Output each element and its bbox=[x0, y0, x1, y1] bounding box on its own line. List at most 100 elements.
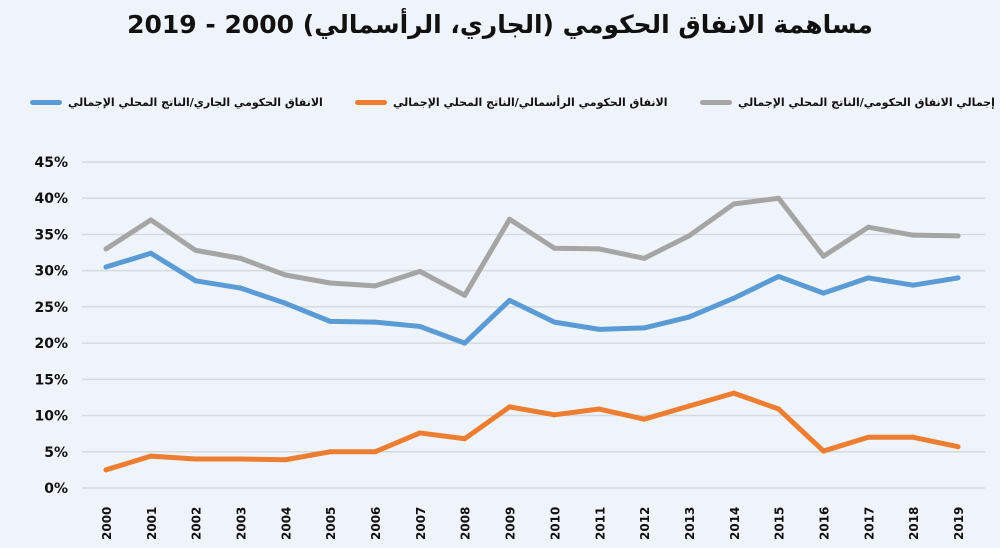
data-point bbox=[910, 434, 916, 440]
series-line-0 bbox=[103, 250, 961, 346]
x-tick-label: 2012 bbox=[638, 507, 652, 540]
y-tick-label: 45% bbox=[34, 155, 68, 171]
x-tick-label: 2010 bbox=[548, 507, 562, 540]
x-tick-label: 2005 bbox=[324, 507, 338, 540]
x-tick-label: 2013 bbox=[683, 507, 697, 540]
x-tick-label: 2019 bbox=[952, 507, 966, 540]
data-point bbox=[193, 278, 199, 284]
x-tick-label: 2000 bbox=[100, 507, 114, 540]
x-tick-label: 2011 bbox=[593, 507, 607, 540]
data-point bbox=[596, 246, 602, 252]
data-point bbox=[417, 268, 423, 274]
data-point bbox=[865, 275, 871, 281]
data-point bbox=[596, 326, 602, 332]
x-tick-label: 2018 bbox=[907, 507, 921, 540]
y-tick-label: 25% bbox=[34, 300, 68, 316]
data-point bbox=[148, 250, 154, 256]
legend-item-total: إجمالي الانفاق الحكومي/الناتج المحلي الإ… bbox=[700, 96, 995, 109]
data-point bbox=[820, 290, 826, 296]
x-tick-label: 2006 bbox=[369, 507, 383, 540]
data-point bbox=[327, 280, 333, 286]
data-point bbox=[372, 449, 378, 455]
legend-swatch bbox=[700, 100, 732, 105]
data-point bbox=[641, 416, 647, 422]
data-point bbox=[238, 285, 244, 291]
data-point bbox=[910, 282, 916, 288]
data-point bbox=[686, 314, 692, 320]
data-point bbox=[776, 273, 782, 279]
data-point bbox=[193, 456, 199, 462]
x-tick-label: 2016 bbox=[817, 507, 831, 540]
data-point bbox=[103, 246, 109, 252]
y-tick-label: 0% bbox=[44, 481, 68, 497]
data-point bbox=[820, 253, 826, 259]
data-point bbox=[282, 272, 288, 278]
data-point bbox=[820, 448, 826, 454]
data-point bbox=[327, 449, 333, 455]
legend-label: إجمالي الانفاق الحكومي/الناتج المحلي الإ… bbox=[738, 96, 995, 109]
legend-item-current: الانفاق الحكومي الجاري/الناتج المحلي الإ… bbox=[30, 96, 323, 109]
chart-title: مساهمة الانفاق الحكومي (الجاري، الرأسمال… bbox=[127, 10, 873, 39]
y-tick-label: 20% bbox=[34, 336, 68, 352]
data-point bbox=[731, 295, 737, 301]
data-point bbox=[551, 412, 557, 418]
y-tick-label: 35% bbox=[34, 227, 68, 243]
data-point bbox=[193, 247, 199, 253]
data-point bbox=[551, 319, 557, 325]
data-point bbox=[641, 325, 647, 331]
x-tick-label: 2004 bbox=[279, 507, 293, 540]
data-point bbox=[955, 275, 961, 281]
data-point bbox=[148, 217, 154, 223]
data-point bbox=[865, 434, 871, 440]
x-tick-label: 2014 bbox=[728, 507, 742, 540]
data-point bbox=[551, 245, 557, 251]
data-point bbox=[507, 404, 513, 410]
data-point bbox=[507, 297, 513, 303]
data-point bbox=[731, 390, 737, 396]
x-tick-label: 2001 bbox=[145, 507, 159, 540]
data-point bbox=[776, 195, 782, 201]
data-point bbox=[641, 255, 647, 261]
data-point bbox=[865, 224, 871, 230]
x-tick-label: 2015 bbox=[773, 507, 787, 540]
data-point bbox=[103, 467, 109, 473]
y-tick-label: 15% bbox=[34, 372, 68, 388]
data-point bbox=[462, 436, 468, 442]
data-point bbox=[327, 318, 333, 324]
data-point bbox=[103, 264, 109, 270]
x-tick-label: 2017 bbox=[862, 507, 876, 540]
series-line-2 bbox=[103, 195, 961, 298]
data-point bbox=[686, 403, 692, 409]
legend-swatch bbox=[355, 100, 387, 105]
legend-label: الانفاق الحكومي الرأسمالي/الناتج المحلي … bbox=[393, 96, 668, 109]
data-point bbox=[910, 232, 916, 238]
data-point bbox=[282, 457, 288, 463]
x-tick-label: 2007 bbox=[414, 507, 428, 540]
data-point bbox=[238, 255, 244, 261]
x-tick-label: 2002 bbox=[190, 507, 204, 540]
data-point bbox=[596, 406, 602, 412]
x-tick-label: 2009 bbox=[504, 507, 518, 540]
legend-swatch bbox=[30, 100, 62, 105]
y-tick-label: 40% bbox=[34, 191, 68, 207]
legend-label: الانفاق الحكومي الجاري/الناتج المحلي الإ… bbox=[68, 96, 323, 109]
data-point bbox=[372, 283, 378, 289]
x-tick-label: 2003 bbox=[235, 507, 249, 540]
y-tick-label: 10% bbox=[34, 409, 68, 425]
data-point bbox=[955, 444, 961, 450]
data-point bbox=[686, 233, 692, 239]
data-point bbox=[417, 430, 423, 436]
data-point bbox=[507, 216, 513, 222]
data-point bbox=[462, 340, 468, 346]
x-tick-label: 2008 bbox=[459, 507, 473, 540]
legend-item-capital: الانفاق الحكومي الرأسمالي/الناتج المحلي … bbox=[355, 96, 668, 109]
data-point bbox=[955, 233, 961, 239]
data-point bbox=[417, 323, 423, 329]
series-line-1 bbox=[103, 390, 961, 473]
data-point bbox=[372, 319, 378, 325]
data-point bbox=[731, 201, 737, 207]
y-tick-label: 30% bbox=[34, 264, 68, 280]
data-point bbox=[282, 300, 288, 306]
